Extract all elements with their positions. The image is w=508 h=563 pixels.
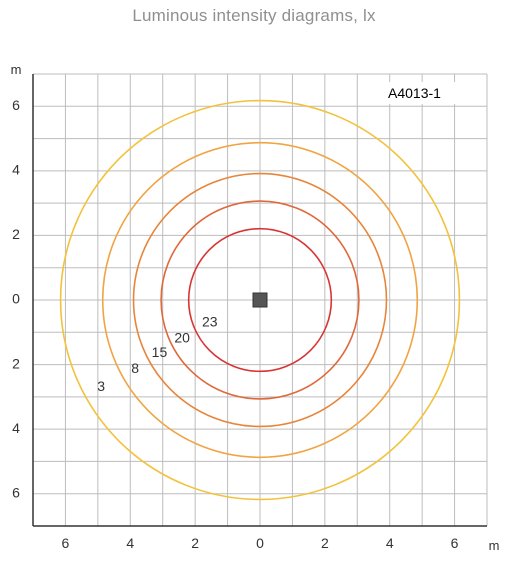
contour-label-23: 23 bbox=[202, 313, 218, 329]
contour-label-20: 20 bbox=[174, 329, 190, 345]
x-tick-label: 2 bbox=[191, 535, 199, 551]
y-tick-label: 0 bbox=[12, 291, 20, 307]
contour-23-lx bbox=[187, 227, 333, 373]
y-tick-label: 6 bbox=[12, 97, 20, 113]
contour-label-8: 8 bbox=[131, 360, 139, 376]
y-tick-label: 6 bbox=[12, 484, 20, 500]
x-unit-label: m bbox=[489, 538, 500, 553]
chart-title: Luminous intensity diagrams, lx bbox=[132, 6, 376, 25]
x-tick-label: 2 bbox=[321, 535, 329, 551]
contour-15-lx bbox=[132, 172, 388, 428]
contour-label-15: 15 bbox=[152, 344, 168, 360]
contour-label-3: 3 bbox=[97, 378, 105, 394]
code-label-background bbox=[380, 82, 460, 104]
code-label: A4013-1 bbox=[388, 85, 441, 101]
x-tick-label: 0 bbox=[256, 535, 264, 551]
x-tick-label: 4 bbox=[386, 535, 394, 551]
y-tick-label: 4 bbox=[12, 162, 20, 178]
y-tick-label: 4 bbox=[12, 420, 20, 436]
x-tick-label: 6 bbox=[451, 535, 459, 551]
x-tick-label: 4 bbox=[126, 535, 134, 551]
y-unit-label: m bbox=[11, 62, 22, 77]
contour-3-lx bbox=[59, 99, 461, 501]
light-source-marker bbox=[252, 292, 268, 308]
contour-20-lx bbox=[160, 200, 360, 400]
y-tick-label: 2 bbox=[12, 355, 20, 371]
contour-circles bbox=[59, 99, 461, 501]
contour-8-lx bbox=[101, 141, 419, 459]
y-tick-label: 2 bbox=[12, 226, 20, 242]
x-tick-label: 6 bbox=[62, 535, 70, 551]
contour-labels: 3 8 15 20 23 bbox=[97, 313, 218, 394]
